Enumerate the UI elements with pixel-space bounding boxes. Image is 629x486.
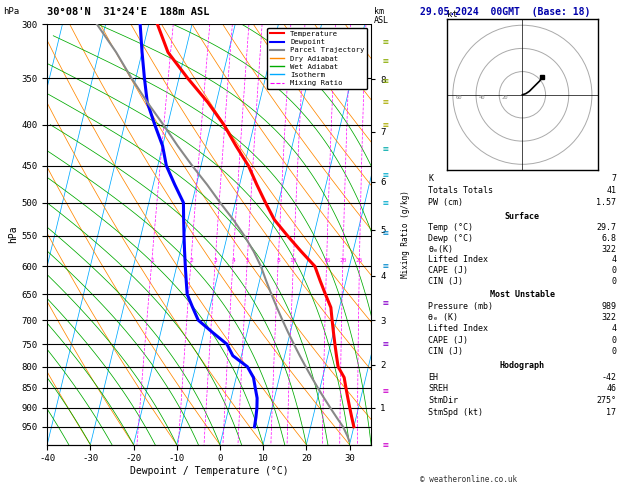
- Text: Lifted Index: Lifted Index: [428, 255, 488, 264]
- Text: CIN (J): CIN (J): [428, 277, 464, 286]
- Text: ≡: ≡: [382, 298, 389, 308]
- Text: 1.57: 1.57: [596, 198, 616, 208]
- Text: Hodograph: Hodograph: [500, 361, 545, 370]
- Text: Lifted Index: Lifted Index: [428, 324, 488, 333]
- Text: 29.7: 29.7: [596, 223, 616, 232]
- Text: 0: 0: [611, 266, 616, 275]
- Text: StmDir: StmDir: [428, 396, 459, 405]
- Text: 41: 41: [606, 186, 616, 195]
- Text: θₑ(K): θₑ(K): [428, 244, 454, 254]
- Text: 20: 20: [501, 95, 508, 101]
- Legend: Temperature, Dewpoint, Parcel Trajectory, Dry Adiabat, Wet Adiabat, Isotherm, Mi: Temperature, Dewpoint, Parcel Trajectory…: [267, 28, 367, 89]
- Text: kt: kt: [447, 10, 458, 19]
- Text: ≡: ≡: [382, 144, 389, 154]
- Text: ≡: ≡: [382, 56, 389, 66]
- Text: CAPE (J): CAPE (J): [428, 266, 469, 275]
- Text: 0: 0: [611, 336, 616, 345]
- Text: CAPE (J): CAPE (J): [428, 336, 469, 345]
- Text: ≡: ≡: [382, 440, 389, 450]
- Text: 275°: 275°: [596, 396, 616, 405]
- Text: Temp (°C): Temp (°C): [428, 223, 474, 232]
- Text: 10: 10: [290, 258, 297, 263]
- Text: ≡: ≡: [382, 170, 389, 180]
- Text: EH: EH: [428, 373, 438, 382]
- Text: Dewp (°C): Dewp (°C): [428, 234, 474, 243]
- Text: 322: 322: [601, 244, 616, 254]
- Text: CIN (J): CIN (J): [428, 347, 464, 356]
- Text: km
ASL: km ASL: [374, 7, 389, 25]
- Text: 4: 4: [611, 255, 616, 264]
- Text: 2: 2: [189, 258, 193, 263]
- Text: ≡: ≡: [382, 76, 389, 86]
- Text: © weatheronline.co.uk: © weatheronline.co.uk: [420, 474, 517, 484]
- Text: -42: -42: [601, 373, 616, 382]
- Text: 29.05.2024  00GMT  (Base: 18): 29.05.2024 00GMT (Base: 18): [420, 7, 591, 17]
- Text: 0: 0: [611, 347, 616, 356]
- Text: Surface: Surface: [505, 212, 540, 221]
- Text: ≡: ≡: [382, 261, 389, 271]
- Text: 25: 25: [355, 258, 363, 263]
- Text: 4: 4: [231, 258, 235, 263]
- Text: 60: 60: [455, 95, 462, 101]
- Text: 8: 8: [276, 258, 280, 263]
- Text: SREH: SREH: [428, 384, 448, 393]
- Text: ≡: ≡: [382, 386, 389, 396]
- Text: ≡: ≡: [382, 198, 389, 208]
- Text: Most Unstable: Most Unstable: [490, 290, 555, 299]
- Text: 989: 989: [601, 302, 616, 311]
- Text: 40: 40: [478, 95, 485, 101]
- Text: K: K: [428, 174, 433, 183]
- Text: hPa: hPa: [3, 7, 19, 17]
- Text: 1: 1: [150, 258, 153, 263]
- Text: 0: 0: [611, 277, 616, 286]
- Text: Totals Totals: Totals Totals: [428, 186, 493, 195]
- Text: 46: 46: [606, 384, 616, 393]
- Text: ≡: ≡: [382, 97, 389, 107]
- Text: ≡: ≡: [382, 37, 389, 47]
- Text: 4: 4: [611, 324, 616, 333]
- Text: 322: 322: [601, 313, 616, 322]
- Text: 17: 17: [606, 408, 616, 417]
- Text: 30°08'N  31°24'E  188m ASL: 30°08'N 31°24'E 188m ASL: [47, 7, 209, 17]
- Text: Pressure (mb): Pressure (mb): [428, 302, 493, 311]
- Text: 3: 3: [213, 258, 217, 263]
- Text: ≡: ≡: [382, 339, 389, 349]
- Text: 7: 7: [611, 174, 616, 183]
- Text: Mixing Ratio (g/kg): Mixing Ratio (g/kg): [401, 191, 410, 278]
- Text: θₑ (K): θₑ (K): [428, 313, 459, 322]
- Y-axis label: hPa: hPa: [9, 226, 18, 243]
- Text: PW (cm): PW (cm): [428, 198, 464, 208]
- X-axis label: Dewpoint / Temperature (°C): Dewpoint / Temperature (°C): [130, 466, 289, 476]
- Text: ≡: ≡: [382, 120, 389, 130]
- Text: 16: 16: [323, 258, 330, 263]
- Text: ≡: ≡: [382, 228, 389, 238]
- Text: 20: 20: [339, 258, 347, 263]
- Text: 5: 5: [245, 258, 249, 263]
- Text: 6.8: 6.8: [601, 234, 616, 243]
- Text: StmSpd (kt): StmSpd (kt): [428, 408, 483, 417]
